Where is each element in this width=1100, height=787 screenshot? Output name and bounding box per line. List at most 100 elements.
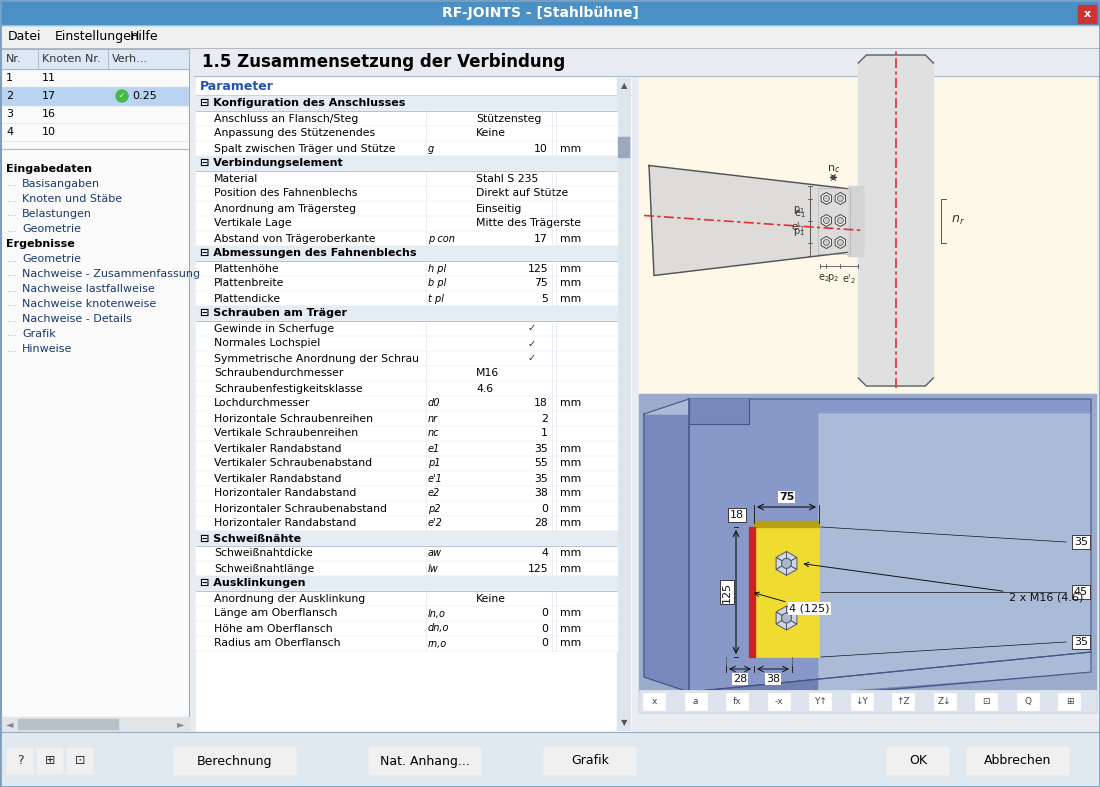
Polygon shape bbox=[835, 193, 846, 205]
Bar bbox=[196, 381, 617, 396]
Bar bbox=[644, 693, 666, 710]
Text: Parameter: Parameter bbox=[200, 80, 274, 94]
Polygon shape bbox=[835, 215, 846, 227]
Text: 0.25: 0.25 bbox=[132, 91, 156, 101]
Text: RF-JOINTS - [Stahlbühne]: RF-JOINTS - [Stahlbühne] bbox=[441, 6, 638, 20]
Bar bbox=[684, 693, 706, 710]
Text: Position des Fahnenblechs: Position des Fahnenblechs bbox=[214, 189, 358, 198]
Text: 28: 28 bbox=[535, 519, 548, 529]
Bar bbox=[196, 77, 631, 731]
Text: 16: 16 bbox=[42, 109, 56, 119]
Bar bbox=[196, 576, 617, 591]
Text: 4: 4 bbox=[6, 127, 13, 137]
Text: Nachweise lastfallweise: Nachweise lastfallweise bbox=[22, 284, 155, 294]
FancyBboxPatch shape bbox=[7, 748, 33, 774]
Text: Plattenbreite: Plattenbreite bbox=[214, 279, 285, 289]
Text: 4 (125): 4 (125) bbox=[755, 592, 829, 614]
Text: 125: 125 bbox=[722, 582, 732, 603]
Text: ✓: ✓ bbox=[119, 93, 125, 99]
Text: ⊟ Konfiguration des Anschlusses: ⊟ Konfiguration des Anschlusses bbox=[200, 98, 406, 109]
FancyBboxPatch shape bbox=[174, 747, 296, 775]
Bar bbox=[726, 693, 748, 710]
Text: mm: mm bbox=[560, 549, 581, 559]
Circle shape bbox=[116, 90, 128, 102]
Text: Knoten und Stäbe: Knoten und Stäbe bbox=[22, 194, 122, 204]
Text: ....: .... bbox=[6, 284, 16, 294]
Text: ↑Z: ↑Z bbox=[896, 697, 910, 706]
Text: ....: .... bbox=[6, 194, 16, 204]
Bar bbox=[196, 186, 617, 201]
Text: ↓Y: ↓Y bbox=[856, 697, 868, 706]
Bar bbox=[196, 171, 617, 186]
Text: ⊞: ⊞ bbox=[1066, 697, 1074, 706]
Text: 1: 1 bbox=[541, 428, 548, 438]
Circle shape bbox=[781, 613, 792, 623]
Text: 75: 75 bbox=[779, 492, 794, 502]
Text: ⊡: ⊡ bbox=[982, 697, 990, 706]
Bar bbox=[639, 394, 1096, 712]
Text: M16: M16 bbox=[476, 368, 499, 379]
Text: mm: mm bbox=[560, 504, 581, 513]
Bar bbox=[858, 63, 934, 378]
Bar bbox=[196, 366, 617, 381]
Text: 1: 1 bbox=[6, 73, 13, 83]
Text: ....: .... bbox=[6, 224, 16, 234]
Text: Schweißnahtlänge: Schweißnahtlänge bbox=[214, 563, 315, 574]
Bar bbox=[617, 78, 630, 730]
Text: ✓: ✓ bbox=[528, 338, 536, 349]
Polygon shape bbox=[689, 399, 1091, 692]
Bar bbox=[768, 693, 790, 710]
Text: p$_2$: p$_2$ bbox=[827, 272, 839, 284]
Text: OK: OK bbox=[909, 755, 927, 767]
Text: Horizontaler Randabstand: Horizontaler Randabstand bbox=[214, 489, 356, 498]
Text: Belastungen: Belastungen bbox=[22, 209, 92, 219]
Text: Schraubendurchmesser: Schraubendurchmesser bbox=[214, 368, 343, 379]
Text: Vertikale Schraubenreihen: Vertikale Schraubenreihen bbox=[214, 428, 359, 438]
Text: ....: .... bbox=[6, 269, 16, 279]
Text: mm: mm bbox=[560, 279, 581, 289]
Text: Vertikale Lage: Vertikale Lage bbox=[214, 219, 292, 228]
Text: e'1: e'1 bbox=[428, 474, 443, 483]
Text: Schweißnahtdicke: Schweißnahtdicke bbox=[214, 549, 312, 559]
Text: -x: -x bbox=[774, 697, 783, 706]
Text: 4: 4 bbox=[541, 549, 548, 559]
Text: Geometrie: Geometrie bbox=[22, 224, 81, 234]
Bar bbox=[196, 321, 617, 336]
Bar bbox=[196, 606, 617, 621]
Bar bbox=[810, 693, 832, 710]
FancyBboxPatch shape bbox=[544, 747, 636, 775]
Bar bbox=[1, 717, 189, 731]
Text: e'$_1$: e'$_1$ bbox=[791, 220, 805, 234]
Text: n$_c$: n$_c$ bbox=[827, 164, 840, 176]
Text: Nachweise - Zusammenfassung: Nachweise - Zusammenfassung bbox=[22, 269, 200, 279]
Polygon shape bbox=[858, 55, 934, 63]
Text: 0: 0 bbox=[541, 638, 548, 648]
Bar bbox=[196, 501, 617, 516]
Text: Abstand von Trägeroberkante: Abstand von Trägeroberkante bbox=[214, 234, 375, 243]
Text: e$_1$: e$_1$ bbox=[793, 208, 805, 220]
Text: lw: lw bbox=[428, 563, 439, 574]
Text: ⊟ Schrauben am Träger: ⊟ Schrauben am Träger bbox=[200, 309, 346, 319]
Bar bbox=[196, 201, 617, 216]
Text: g: g bbox=[428, 143, 435, 153]
Text: x: x bbox=[651, 697, 657, 706]
Bar bbox=[527, 353, 537, 364]
Text: Keine: Keine bbox=[476, 128, 506, 139]
Polygon shape bbox=[786, 606, 796, 618]
Text: Direkt auf Stütze: Direkt auf Stütze bbox=[476, 189, 569, 198]
Bar bbox=[196, 276, 617, 291]
Text: Spalt zwischen Träger und Stütze: Spalt zwischen Träger und Stütze bbox=[214, 143, 396, 153]
Text: Normales Lochspiel: Normales Lochspiel bbox=[214, 338, 320, 349]
Circle shape bbox=[781, 559, 792, 568]
Text: ....: .... bbox=[6, 254, 16, 264]
Bar bbox=[618, 137, 629, 157]
Bar bbox=[196, 231, 617, 246]
Polygon shape bbox=[689, 652, 1091, 707]
Polygon shape bbox=[835, 237, 846, 249]
Text: Vertikaler Randabstand: Vertikaler Randabstand bbox=[214, 444, 341, 453]
Text: p$_1$: p$_1$ bbox=[793, 204, 805, 216]
Text: ....: .... bbox=[6, 300, 16, 309]
Text: Keine: Keine bbox=[476, 593, 506, 604]
Polygon shape bbox=[777, 563, 786, 575]
Bar bbox=[196, 126, 617, 141]
